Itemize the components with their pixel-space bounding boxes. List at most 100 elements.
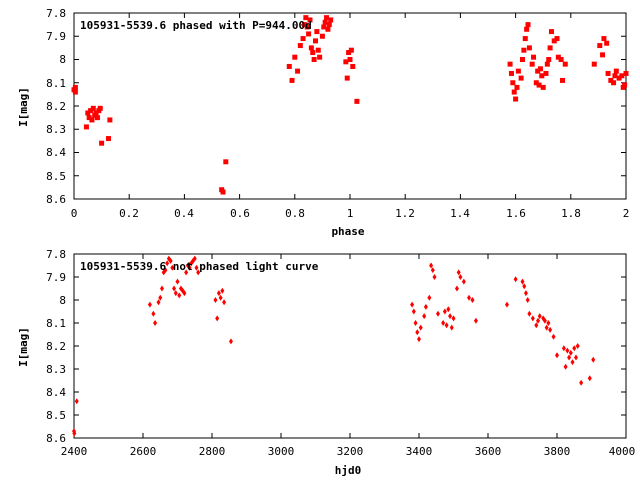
unphased-data-point xyxy=(449,324,454,331)
unphased-data-point xyxy=(427,294,432,301)
unphased-data-point xyxy=(513,276,518,283)
unphased-x-ticks: 2400 2600 2800 3000 3200 3400 3600 3800 … xyxy=(61,445,636,458)
unphased-data-point xyxy=(561,345,566,352)
phased-data-point xyxy=(508,70,514,76)
unphased-data-point xyxy=(177,292,182,299)
unphased-data-point xyxy=(575,343,580,349)
phased-x-tick-label: 2 xyxy=(623,207,630,220)
unphased-data-point xyxy=(163,267,168,274)
phased-x-tick-label: 0 xyxy=(71,207,78,220)
unphased-x-tick-label: 3600 xyxy=(475,445,502,458)
phased-data-point xyxy=(513,96,519,102)
unphased-y-tick-label: 8.6 xyxy=(46,432,66,445)
unphased-data-point xyxy=(417,336,421,343)
phased-y-tick-label: 8.5 xyxy=(46,170,66,183)
phased-data-point xyxy=(526,45,532,51)
phased-data-point xyxy=(522,36,528,42)
phased-data-point xyxy=(623,70,629,76)
phased-data-point xyxy=(90,105,96,111)
unphased-data-points xyxy=(72,255,596,437)
phased-data-point xyxy=(311,57,317,62)
phased-data-point xyxy=(306,31,312,37)
unphased-data-point xyxy=(170,264,175,271)
unphased-x-tick-label: 4000 xyxy=(609,445,636,458)
phased-data-point xyxy=(308,45,314,51)
unphased-data-point xyxy=(228,338,233,345)
unphased-data-point xyxy=(220,287,225,294)
unphased-data-point xyxy=(415,329,420,336)
unphased-data-point xyxy=(184,269,189,276)
phased-data-point xyxy=(72,84,78,90)
phased-data-point xyxy=(88,108,94,114)
unphased-data-point xyxy=(216,290,221,297)
phased-data-point xyxy=(307,17,313,23)
phased-data-point xyxy=(518,75,524,81)
unphased-chart: 7.8 7.9 8 8.1 8.2 8.3 8.4 8.5 8.6 2400 2… xyxy=(17,248,635,477)
unphased-data-point xyxy=(168,257,173,264)
unphased-plot-frame xyxy=(73,253,627,439)
phased-data-point xyxy=(93,110,99,116)
phased-data-point xyxy=(543,70,549,76)
unphased-data-point xyxy=(504,301,509,308)
unphased-data-point xyxy=(446,306,451,313)
unphased-x-tick-label: 2600 xyxy=(130,445,157,458)
phased-x-tick-label: 1.2 xyxy=(395,207,415,220)
phased-data-point xyxy=(547,45,553,51)
phased-data-point xyxy=(562,61,568,67)
unphased-data-point xyxy=(527,310,532,317)
phased-x-tick-label: 0.4 xyxy=(174,207,194,220)
phased-plot-frame xyxy=(73,12,627,200)
phased-data-point xyxy=(539,73,545,79)
phased-data-point xyxy=(289,77,295,83)
phased-data-point xyxy=(529,61,535,67)
unphased-data-point xyxy=(591,356,596,363)
unphased-x-tick-label: 3000 xyxy=(268,445,295,458)
phased-chart: 7.8 7.9 8 8.1 8.2 8.3 8.4 8.5 8.6 0 0.2 … xyxy=(17,7,629,238)
phased-data-point xyxy=(533,80,539,86)
phased-y-tick-label: 8.6 xyxy=(46,193,66,206)
unphased-data-point xyxy=(187,264,192,271)
phased-data-point xyxy=(537,66,543,72)
phased-data-point xyxy=(558,57,564,62)
unphased-data-point xyxy=(172,285,177,292)
phased-data-point xyxy=(597,43,603,49)
phased-data-point xyxy=(223,159,229,165)
phased-tick-marks xyxy=(73,12,627,200)
phased-y-tick-label: 8.3 xyxy=(46,123,66,136)
unphased-data-point xyxy=(423,303,428,310)
phased-data-point xyxy=(619,73,625,79)
phased-data-point xyxy=(354,98,360,104)
unphased-data-point xyxy=(441,320,446,326)
unphased-data-point xyxy=(567,354,572,361)
phased-data-point xyxy=(535,68,541,74)
unphased-data-point xyxy=(218,294,223,301)
phased-data-point xyxy=(286,63,292,69)
phased-y-axis-label: I[mag] xyxy=(17,87,30,127)
unphased-data-point xyxy=(72,430,77,437)
unphased-data-point xyxy=(432,274,437,280)
phased-data-point xyxy=(99,140,105,146)
unphased-y-tick-label: 8.2 xyxy=(46,340,66,353)
unphased-data-point xyxy=(470,297,475,303)
phased-data-point xyxy=(511,89,517,95)
unphased-data-point xyxy=(565,347,570,354)
phased-data-point xyxy=(313,38,318,44)
phased-data-point xyxy=(220,189,226,195)
phased-data-point xyxy=(520,57,525,62)
phased-data-point xyxy=(314,29,320,35)
unphased-x-tick-label: 2800 xyxy=(199,445,226,458)
phased-y-tick-label: 7.9 xyxy=(46,30,66,43)
phased-data-point xyxy=(106,136,111,142)
phased-chart-title: 105931-5539.6 phased with P=944.00d xyxy=(80,19,312,32)
phased-data-point xyxy=(328,17,334,23)
unphased-y-ticks: 7.8 7.9 8 8.1 8.2 8.3 8.4 8.5 8.6 xyxy=(46,248,66,445)
phased-data-point xyxy=(343,59,349,65)
phased-data-point xyxy=(616,75,622,81)
phased-data-point xyxy=(544,61,550,67)
phased-data-point xyxy=(86,115,92,121)
phased-data-point xyxy=(604,40,610,46)
unphased-data-point xyxy=(461,278,466,285)
unphased-data-point xyxy=(418,324,423,331)
unphased-data-point xyxy=(555,352,559,359)
phased-y-tick-label: 7.8 xyxy=(46,7,66,20)
